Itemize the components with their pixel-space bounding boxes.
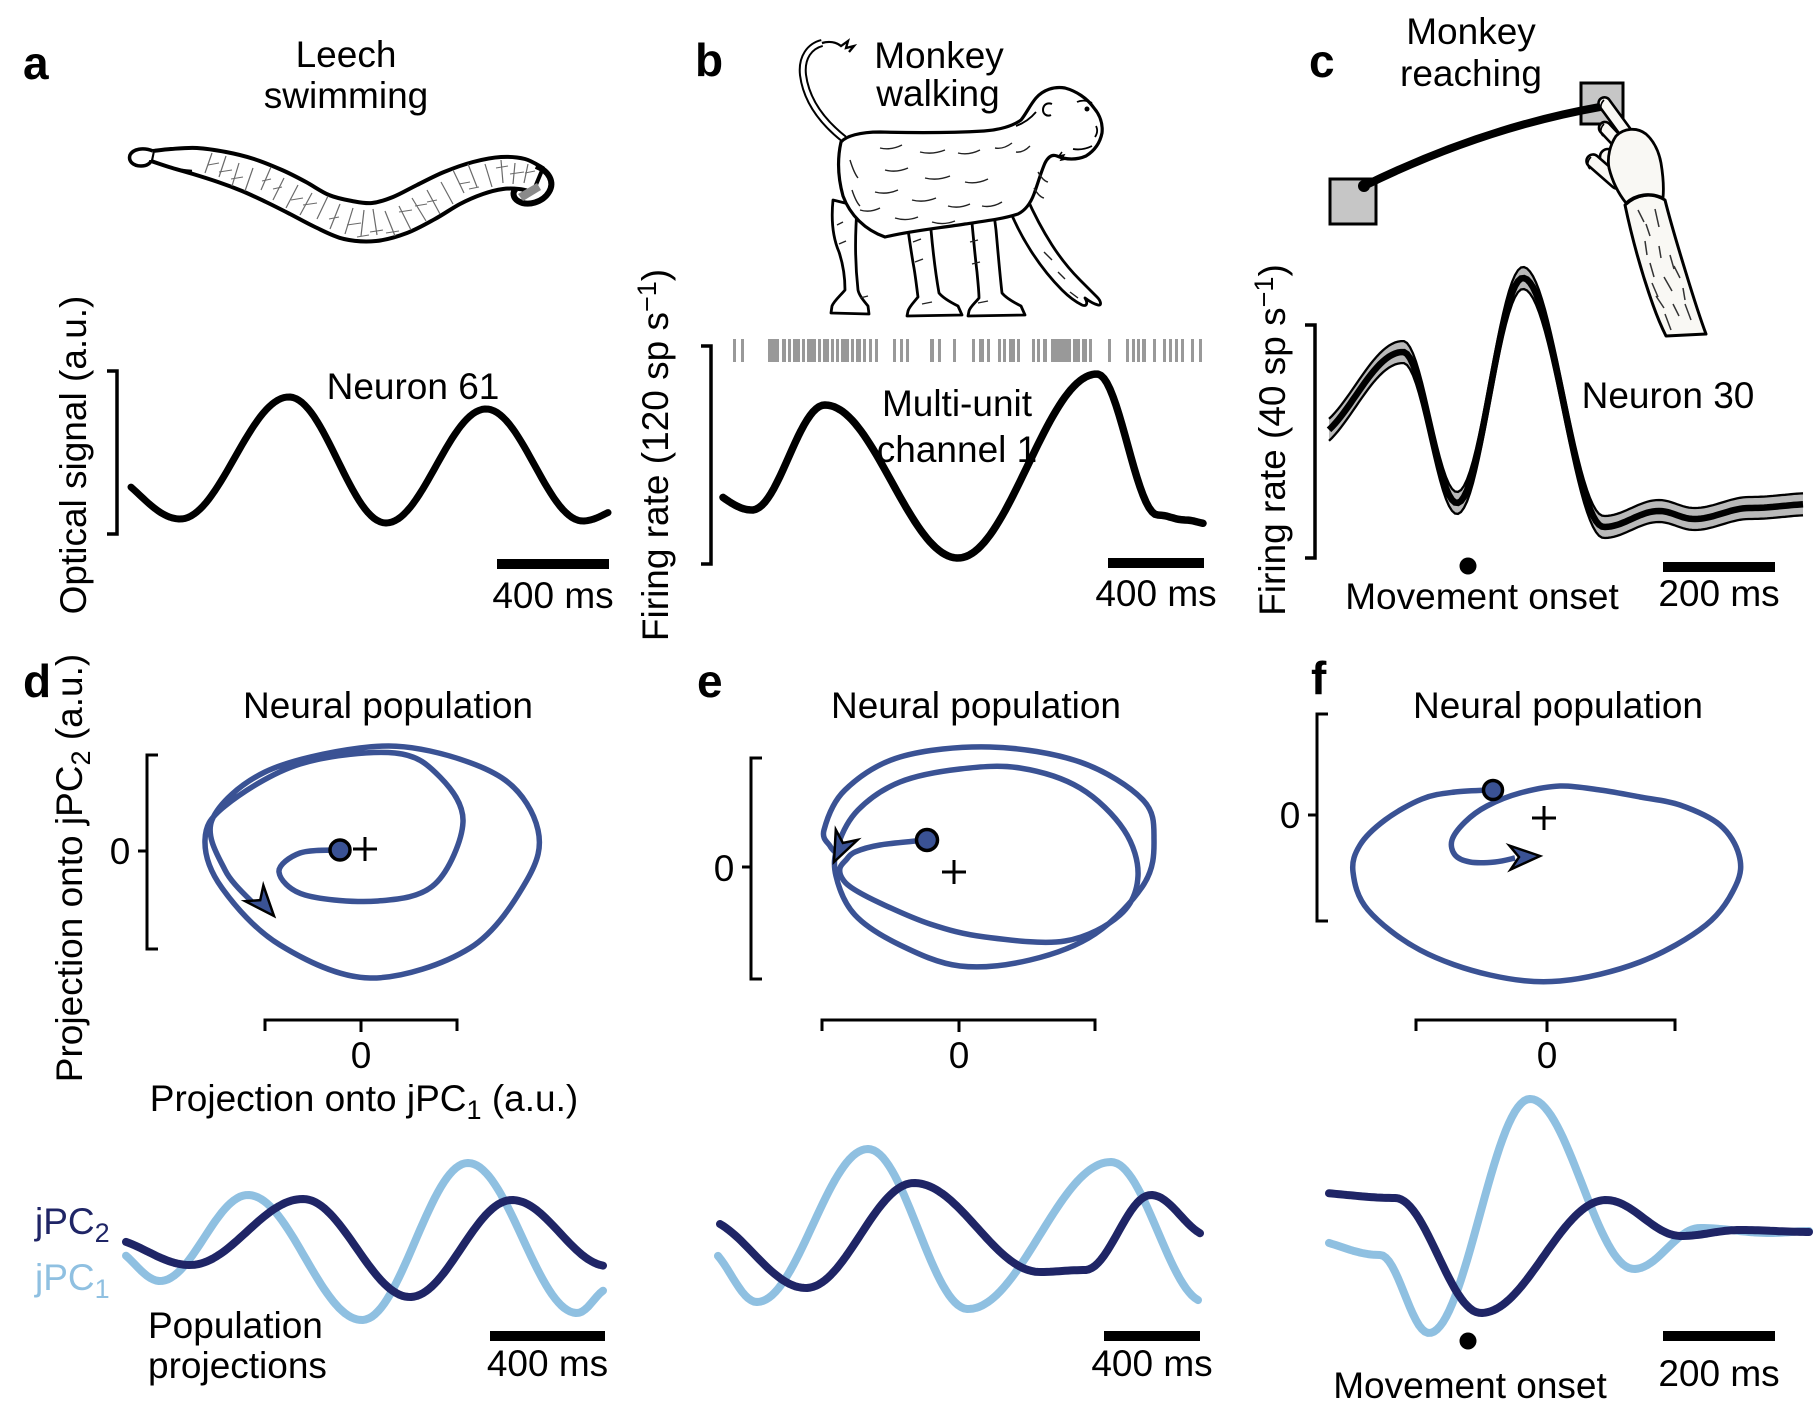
svg-text:0: 0 [949, 1035, 970, 1076]
svg-text:reaching: reaching [1400, 53, 1542, 94]
svg-text:d: d [23, 655, 51, 707]
svg-text:b: b [695, 34, 723, 86]
svg-text:Firing rate (40 sp s−1): Firing rate (40 sp s−1) [1249, 264, 1293, 616]
svg-text:Neuron 61: Neuron 61 [327, 366, 500, 407]
svg-text:Leech: Leech [296, 34, 397, 75]
svg-text:0: 0 [714, 848, 735, 889]
svg-text:400 ms: 400 ms [492, 575, 613, 616]
svg-text:walking: walking [875, 73, 999, 114]
svg-text:Neural population: Neural population [831, 685, 1121, 726]
svg-text:400 ms: 400 ms [1091, 1343, 1212, 1384]
svg-text:Multi-unit: Multi-unit [882, 383, 1033, 424]
svg-text:swimming: swimming [264, 75, 428, 116]
svg-text:0: 0 [351, 1035, 372, 1076]
svg-text:e: e [697, 655, 723, 707]
svg-text:200 ms: 200 ms [1658, 1353, 1779, 1394]
svg-text:Neuron 30: Neuron 30 [1582, 375, 1755, 416]
svg-text:400 ms: 400 ms [487, 1343, 608, 1384]
svg-text:a: a [23, 37, 49, 89]
svg-text:0: 0 [1280, 795, 1301, 836]
svg-text:Projection onto jPC2 (a.u.): Projection onto jPC2 (a.u.) [49, 654, 96, 1082]
svg-text:Monkey: Monkey [874, 35, 1004, 76]
svg-text:channel 1: channel 1 [877, 429, 1037, 470]
svg-text:Population: Population [148, 1305, 323, 1346]
svg-text:f: f [1311, 652, 1327, 704]
svg-text:Movement onset: Movement onset [1333, 1365, 1607, 1406]
svg-text:Neural population: Neural population [243, 685, 533, 726]
svg-text:Movement onset: Movement onset [1345, 576, 1619, 617]
svg-text:Firing rate (120 sp s−1): Firing rate (120 sp s−1) [632, 269, 676, 641]
svg-text:Monkey: Monkey [1406, 11, 1536, 52]
svg-text:Projection onto jPC1 (a.u.): Projection onto jPC1 (a.u.) [150, 1078, 578, 1125]
svg-text:0: 0 [110, 831, 131, 872]
svg-text:projections: projections [148, 1345, 327, 1386]
svg-text:Optical signal (a.u.): Optical signal (a.u.) [53, 296, 94, 615]
svg-text:c: c [1309, 35, 1335, 87]
svg-text:0: 0 [1537, 1035, 1558, 1076]
svg-text:400 ms: 400 ms [1095, 573, 1216, 614]
svg-text:200 ms: 200 ms [1658, 573, 1779, 614]
svg-text:Neural population: Neural population [1413, 685, 1703, 726]
